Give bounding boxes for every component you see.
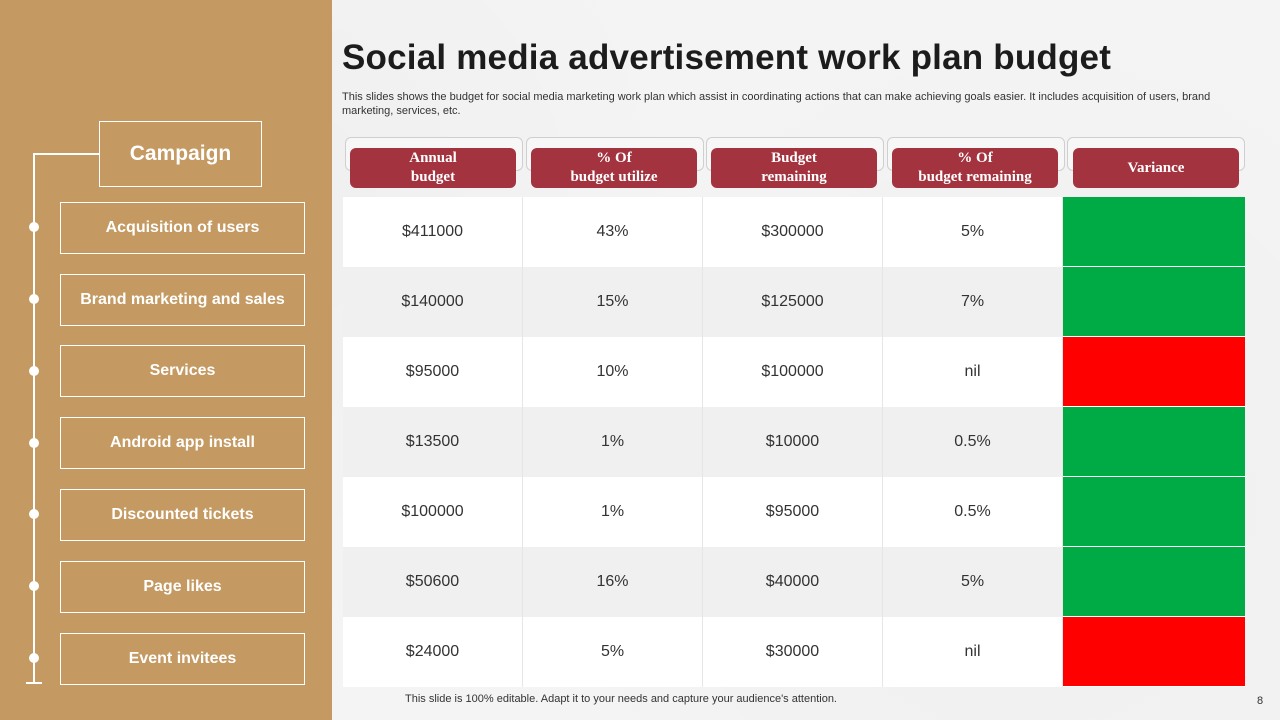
variance-cell	[1063, 547, 1245, 617]
timeline-dot	[29, 653, 39, 663]
campaign-item: Page likes	[60, 561, 305, 613]
budget-remaining-cell: $40000	[703, 547, 883, 617]
budget-remaining-cell: $300000	[703, 197, 883, 267]
header-pct-remaining: % Of budget remaining	[892, 148, 1058, 188]
budget-utilize-cell: 16%	[523, 547, 703, 617]
pct-remaining-cell: nil	[883, 337, 1063, 407]
pct-remaining-cell: 0.5%	[883, 477, 1063, 547]
budget-remaining-cell: $100000	[703, 337, 883, 407]
annual-budget-cell: $411000	[343, 197, 523, 267]
timeline-dot	[29, 509, 39, 519]
timeline-dot	[29, 438, 39, 448]
budget-remaining-cell: $95000	[703, 477, 883, 547]
timeline-dot	[29, 581, 39, 591]
budget-utilize-cell: 15%	[523, 267, 703, 337]
budget-utilize-cell: 43%	[523, 197, 703, 267]
header-annual-budget: Annual budget	[350, 148, 516, 188]
variance-cell	[1063, 197, 1245, 267]
timeline-dot	[29, 222, 39, 232]
annual-budget-cell: $50600	[343, 547, 523, 617]
budget-utilize-cell: 5%	[523, 617, 703, 687]
sidebar: Campaign Acquisition of users Brand mark…	[0, 0, 332, 720]
table-row: $50600 16% $40000 5%	[343, 547, 1245, 617]
table-row: $24000 5% $30000 nil	[343, 617, 1245, 687]
campaign-item: Android app install	[60, 417, 305, 469]
budget-remaining-cell: $10000	[703, 407, 883, 477]
timeline-dot	[29, 294, 39, 304]
pct-remaining-cell: nil	[883, 617, 1063, 687]
timeline-line	[33, 154, 35, 684]
timeline-dot	[29, 366, 39, 376]
annual-budget-cell: $95000	[343, 337, 523, 407]
variance-cell	[1063, 407, 1245, 477]
table-row: $411000 43% $300000 5%	[343, 197, 1245, 267]
campaign-item: Services	[60, 345, 305, 397]
variance-cell	[1063, 617, 1245, 687]
campaign-item: Brand marketing and sales	[60, 274, 305, 326]
budget-utilize-cell: 1%	[523, 407, 703, 477]
annual-budget-cell: $100000	[343, 477, 523, 547]
table-row: $95000 10% $100000 nil	[343, 337, 1245, 407]
header-budget-remaining: Budget remaining	[711, 148, 877, 188]
campaign-heading: Campaign	[99, 121, 262, 187]
annual-budget-cell: $24000	[343, 617, 523, 687]
budget-table: $411000 43% $300000 5% $140000 15% $1250…	[343, 197, 1245, 687]
variance-cell	[1063, 337, 1245, 407]
variance-cell	[1063, 477, 1245, 547]
campaign-item: Event invitees	[60, 633, 305, 685]
footer-note: This slide is 100% editable. Adapt it to…	[405, 693, 837, 705]
campaign-item: Acquisition of users	[60, 202, 305, 254]
page-subtitle: This slides shows the budget for social …	[342, 91, 1211, 117]
annual-budget-cell: $13500	[343, 407, 523, 477]
timeline-connector	[33, 153, 100, 155]
campaign-item: Discounted tickets	[60, 489, 305, 541]
budget-utilize-cell: 1%	[523, 477, 703, 547]
timeline-end	[26, 682, 42, 684]
table-row: $100000 1% $95000 0.5%	[343, 477, 1245, 547]
annual-budget-cell: $140000	[343, 267, 523, 337]
table-row: $140000 15% $125000 7%	[343, 267, 1245, 337]
variance-cell	[1063, 267, 1245, 337]
page-number: 8	[1257, 695, 1264, 707]
header-budget-utilize: % Of budget utilize	[531, 148, 697, 188]
pct-remaining-cell: 5%	[883, 547, 1063, 617]
table-row: $13500 1% $10000 0.5%	[343, 407, 1245, 477]
header-variance: Variance	[1073, 148, 1239, 188]
budget-remaining-cell: $30000	[703, 617, 883, 687]
page-title: Social media advertisement work plan bud…	[342, 38, 1112, 77]
pct-remaining-cell: 7%	[883, 267, 1063, 337]
pct-remaining-cell: 0.5%	[883, 407, 1063, 477]
pct-remaining-cell: 5%	[883, 197, 1063, 267]
budget-remaining-cell: $125000	[703, 267, 883, 337]
budget-utilize-cell: 10%	[523, 337, 703, 407]
